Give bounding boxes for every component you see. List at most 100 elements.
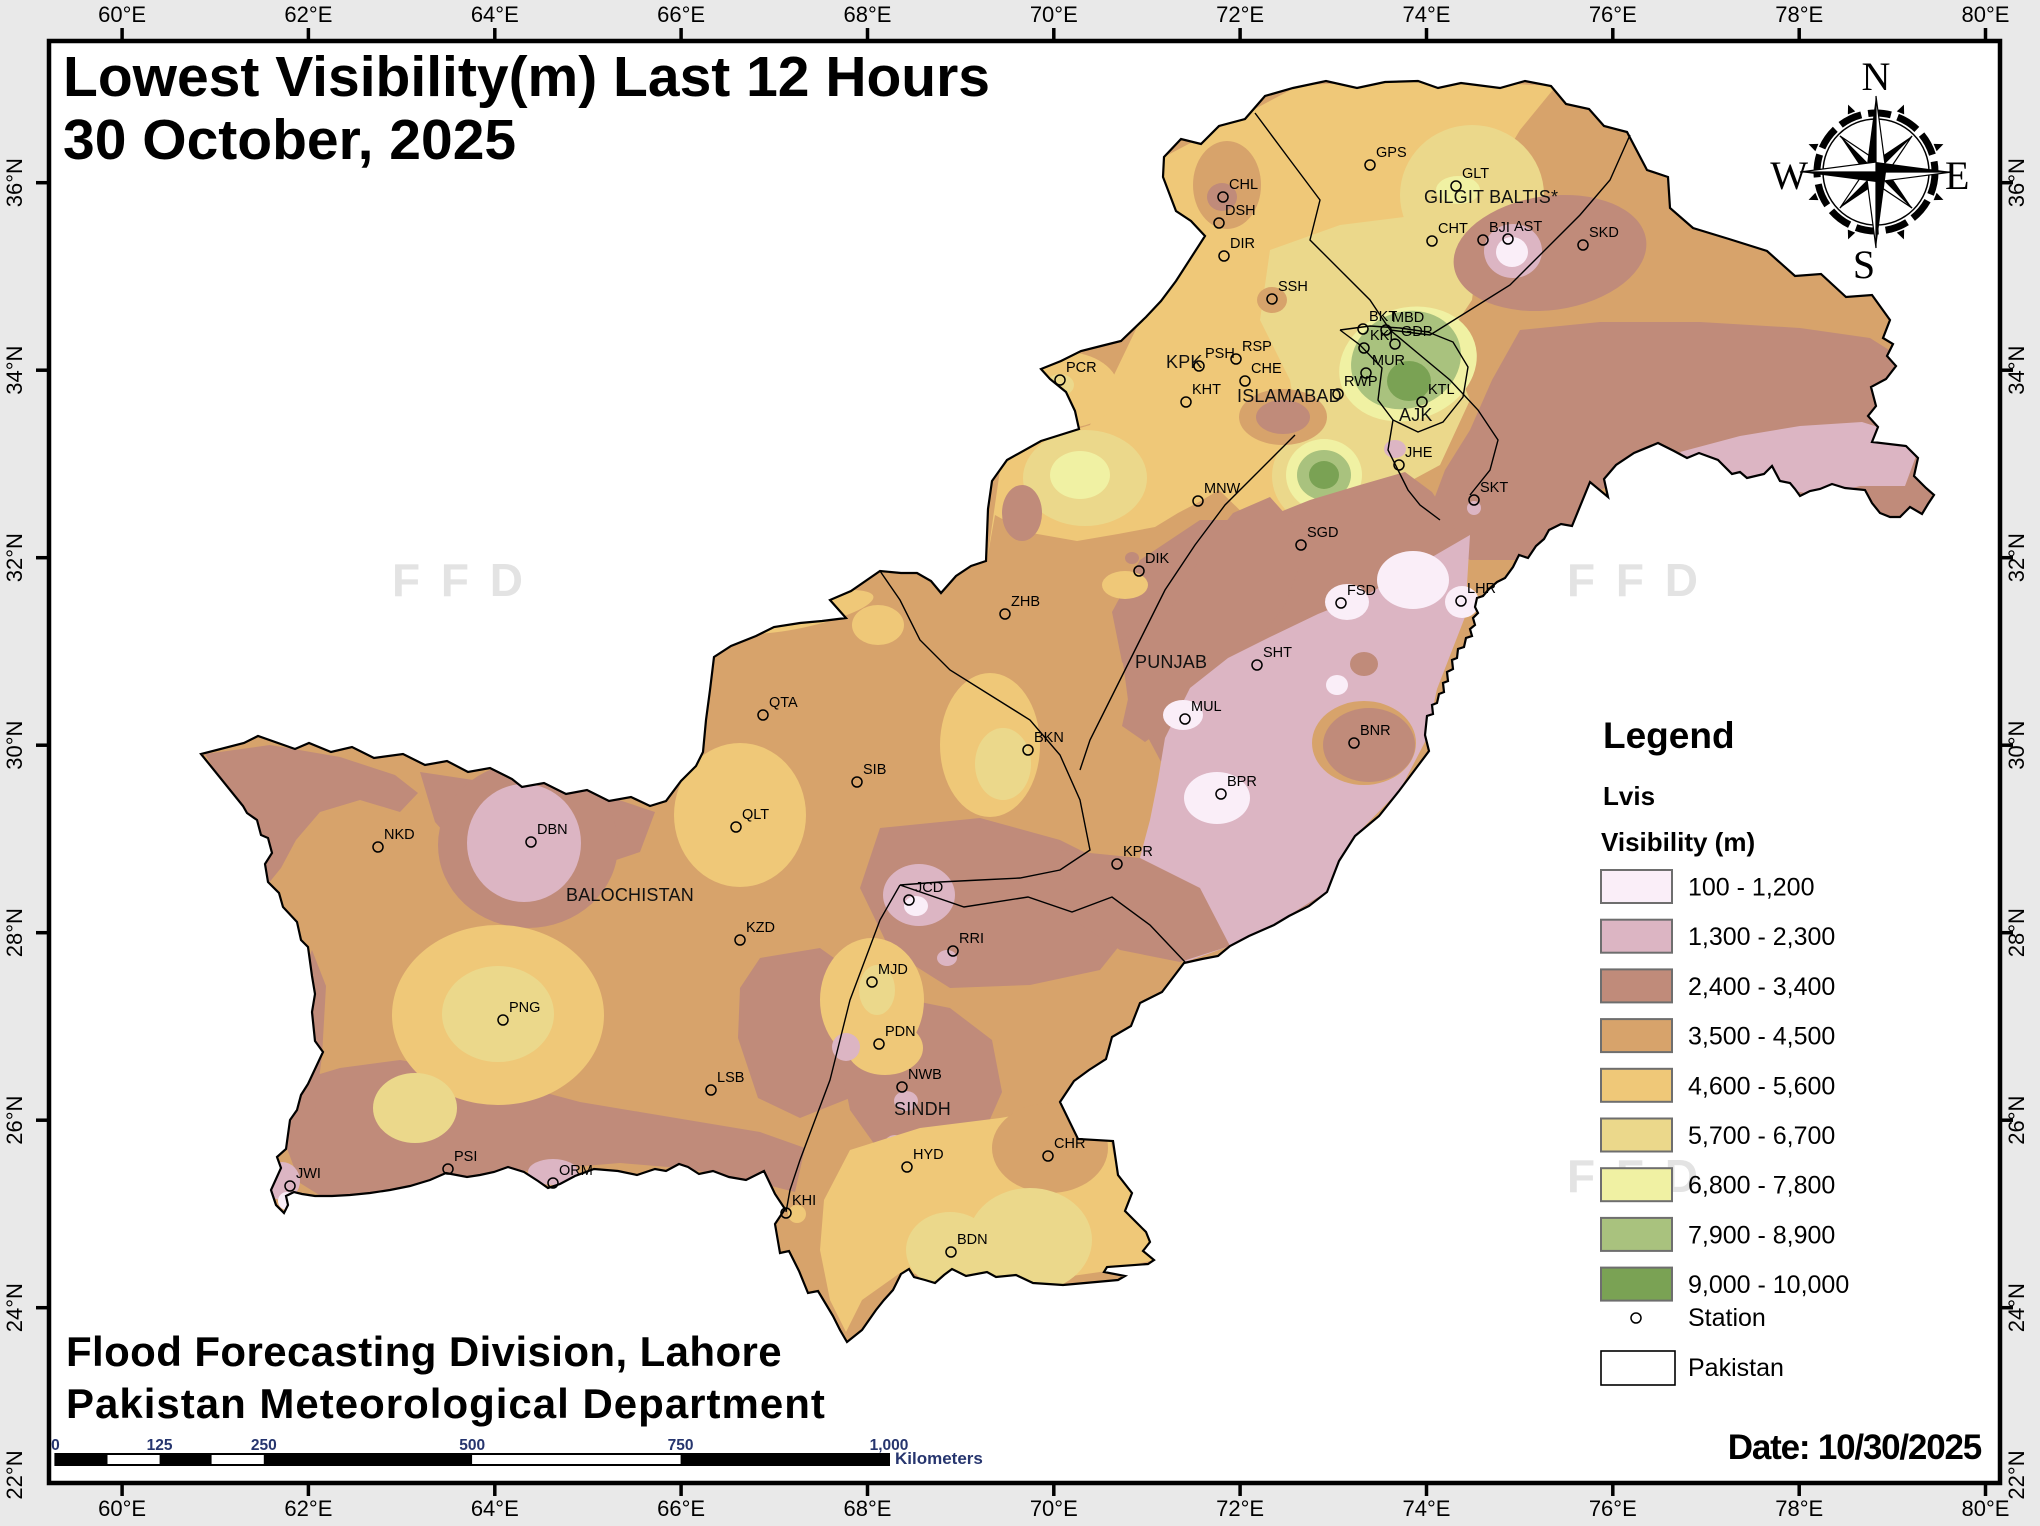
svg-text:DIR: DIR: [1230, 236, 1255, 252]
svg-text:NWB: NWB: [908, 1067, 942, 1083]
svg-text:QTA: QTA: [769, 695, 798, 711]
svg-text:ISLAMABAD: ISLAMABAD: [1237, 386, 1342, 406]
svg-text:BNR: BNR: [1360, 723, 1391, 739]
svg-text:0: 0: [51, 1437, 60, 1454]
svg-text:PSI: PSI: [454, 1149, 477, 1165]
svg-text:6,800 - 7,800: 6,800 - 7,800: [1688, 1172, 1835, 1200]
svg-text:KZD: KZD: [746, 920, 775, 936]
svg-text:SSH: SSH: [1278, 279, 1308, 295]
svg-text:Station: Station: [1688, 1304, 1766, 1332]
svg-text:PDN: PDN: [885, 1024, 916, 1040]
svg-text:BDN: BDN: [957, 1232, 988, 1248]
svg-text:64°E: 64°E: [471, 2, 519, 27]
svg-text:78°E: 78°E: [1775, 2, 1823, 27]
svg-text:KPR: KPR: [1123, 844, 1153, 860]
svg-text:74°E: 74°E: [1403, 2, 1451, 27]
svg-text:2,400 - 3,400: 2,400 - 3,400: [1688, 973, 1835, 1001]
svg-text:66°E: 66°E: [657, 1496, 705, 1521]
svg-text:Date: 10/30/2025: Date: 10/30/2025: [1728, 1428, 1982, 1467]
svg-text:Flood Forecasting Division, La: Flood Forecasting Division, Lahore: [66, 1328, 782, 1375]
svg-text:CHR: CHR: [1054, 1136, 1085, 1152]
svg-text:LSB: LSB: [717, 1070, 744, 1086]
svg-text:JHE: JHE: [1405, 445, 1433, 461]
svg-text:500: 500: [459, 1437, 485, 1454]
svg-text:GPS: GPS: [1376, 145, 1407, 161]
svg-text:LHR: LHR: [1467, 581, 1496, 597]
svg-text:24°N: 24°N: [2, 1283, 27, 1332]
svg-text:3,500 - 4,500: 3,500 - 4,500: [1688, 1023, 1835, 1051]
svg-text:MBD: MBD: [1392, 310, 1424, 326]
svg-text:AJK: AJK: [1399, 405, 1433, 425]
svg-text:60°E: 60°E: [98, 1496, 146, 1521]
svg-text:64°E: 64°E: [471, 1496, 519, 1521]
svg-text:KPK: KPK: [1166, 352, 1203, 372]
svg-text:125: 125: [147, 1437, 173, 1454]
svg-text:72°E: 72°E: [1216, 1496, 1264, 1521]
svg-text:72°E: 72°E: [1216, 2, 1264, 27]
svg-text:F F D: F F D: [392, 554, 527, 606]
svg-text:PCR: PCR: [1066, 360, 1097, 376]
svg-text:76°E: 76°E: [1589, 2, 1637, 27]
svg-text:HYD: HYD: [913, 1147, 944, 1163]
svg-text:24°N: 24°N: [2004, 1283, 2029, 1332]
svg-text:PUNJAB: PUNJAB: [1135, 652, 1207, 672]
svg-text:W: W: [1770, 153, 1808, 198]
svg-text:JCD: JCD: [915, 880, 943, 896]
svg-text:100 - 1,200: 100 - 1,200: [1688, 874, 1815, 902]
svg-text:62°E: 62°E: [284, 2, 332, 27]
svg-text:750: 750: [668, 1437, 694, 1454]
svg-text:34°N: 34°N: [2, 346, 27, 395]
svg-text:SIB: SIB: [863, 762, 886, 778]
svg-text:1,000: 1,000: [870, 1437, 909, 1454]
svg-text:78°E: 78°E: [1775, 1496, 1823, 1521]
svg-text:RWP: RWP: [1344, 374, 1378, 390]
svg-text:70°E: 70°E: [1030, 2, 1078, 27]
svg-text:GILGIT BALTIS*: GILGIT BALTIS*: [1424, 187, 1558, 207]
svg-text:AST: AST: [1514, 219, 1542, 235]
svg-text:7,900 - 8,900: 7,900 - 8,900: [1688, 1221, 1835, 1249]
svg-text:9,000 - 10,000: 9,000 - 10,000: [1688, 1271, 1849, 1299]
svg-text:MNW: MNW: [1204, 481, 1241, 497]
svg-text:SKT: SKT: [1480, 480, 1508, 496]
svg-text:1,300 - 2,300: 1,300 - 2,300: [1688, 923, 1835, 951]
svg-text:66°E: 66°E: [657, 2, 705, 27]
svg-text:N: N: [1862, 54, 1891, 99]
svg-text:SKD: SKD: [1589, 225, 1619, 241]
svg-text:34°N: 34°N: [2004, 346, 2029, 395]
svg-text:KHT: KHT: [1192, 382, 1221, 398]
svg-text:DIK: DIK: [1145, 551, 1170, 567]
svg-text:32°N: 32°N: [2, 533, 27, 582]
svg-text:JWI: JWI: [296, 1166, 321, 1182]
svg-text:MUR: MUR: [1372, 353, 1405, 369]
svg-text:F F D: F F D: [1567, 554, 1702, 606]
svg-text:GLT: GLT: [1462, 166, 1489, 182]
svg-text:5,700 - 6,700: 5,700 - 6,700: [1688, 1122, 1835, 1150]
svg-text:74°E: 74°E: [1403, 1496, 1451, 1521]
svg-text:26°N: 26°N: [2004, 1096, 2029, 1145]
svg-text:CHL: CHL: [1229, 177, 1258, 193]
svg-text:KKL: KKL: [1370, 328, 1397, 344]
svg-text:GDP: GDP: [1401, 324, 1432, 340]
svg-text:DBN: DBN: [537, 822, 568, 838]
svg-text:PSH: PSH: [1205, 346, 1235, 362]
svg-text:BALOCHISTAN: BALOCHISTAN: [566, 885, 694, 905]
svg-text:CHT: CHT: [1438, 221, 1468, 237]
svg-text:MUL: MUL: [1191, 699, 1222, 715]
svg-text:22°N: 22°N: [2004, 1450, 2029, 1499]
svg-text:28°N: 28°N: [2, 908, 27, 957]
svg-text:Pakistan Meteorological Depart: Pakistan Meteorological Department: [66, 1380, 826, 1427]
svg-text:E: E: [1945, 153, 1969, 198]
svg-text:68°E: 68°E: [844, 2, 892, 27]
svg-text:80°E: 80°E: [1962, 1496, 2010, 1521]
svg-text:CHE: CHE: [1251, 361, 1282, 377]
svg-text:22°N: 22°N: [2, 1450, 27, 1499]
svg-text:MJD: MJD: [878, 962, 908, 978]
svg-text:SINDH: SINDH: [894, 1099, 951, 1119]
svg-text:BKN: BKN: [1034, 730, 1064, 746]
svg-text:36°N: 36°N: [2004, 158, 2029, 207]
svg-text:26°N: 26°N: [2, 1096, 27, 1145]
svg-text:30°N: 30°N: [2, 721, 27, 770]
svg-text:Lowest Visibility(m) Last 12 H: Lowest Visibility(m) Last 12 Hours: [63, 45, 990, 109]
svg-text:4,600 - 5,600: 4,600 - 5,600: [1688, 1072, 1835, 1100]
svg-text:28°N: 28°N: [2004, 908, 2029, 957]
